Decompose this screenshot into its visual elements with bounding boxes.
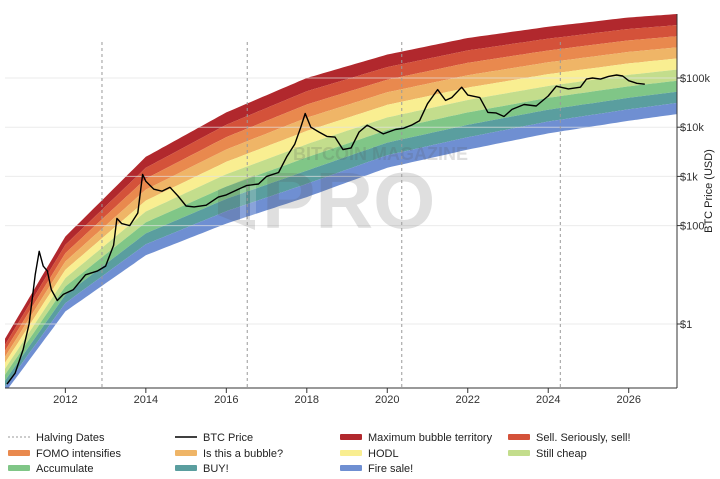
legend-item-is-this-a-bubble[interactable]: Is this a bubble? — [175, 448, 283, 460]
legend-label: FOMO intensifies — [36, 448, 121, 460]
legend-label: BUY! — [203, 463, 229, 475]
legend-label: Sell. Seriously, sell! — [536, 432, 631, 444]
y-axis-title: BTC Price (USD) — [703, 149, 715, 233]
legend: Halving Dates BTC Price Maximum bubble ter… — [8, 432, 631, 475]
x-tick-label: 2018 — [295, 394, 319, 406]
x-tick-label: 2016 — [214, 394, 238, 406]
band-accumulate — [5, 80, 677, 381]
gridlines — [5, 77, 677, 325]
y-tick-label: $100k — [680, 73, 710, 85]
legend-swatch — [175, 465, 197, 471]
legend-swatch — [340, 434, 362, 440]
legend-swatch — [8, 465, 30, 471]
y-tick-label: $10k — [680, 122, 704, 134]
watermark-logo-icon — [218, 175, 256, 230]
legend-label: Maximum bubble territory — [368, 432, 493, 444]
legend-item-maximum-bubble-territory[interactable]: Maximum bubble territory — [340, 432, 493, 444]
halving-lines — [101, 42, 561, 388]
legend-swatch — [340, 465, 362, 471]
y-tick-label: $100 — [680, 221, 704, 233]
legend-swatch — [8, 450, 30, 456]
legend-swatch — [340, 450, 362, 456]
legend-label: Halving Dates — [36, 432, 105, 444]
legend-item-btc-price[interactable]: BTC Price — [175, 432, 253, 444]
legend-item-halving-dates[interactable]: Halving Dates — [8, 432, 105, 444]
band-still-cheap — [5, 69, 677, 375]
x-tick-label: 2022 — [456, 394, 480, 406]
x-tick-label: 2014 — [134, 394, 158, 406]
band-buy — [5, 91, 677, 387]
legend-label: BTC Price — [203, 432, 253, 444]
band-fomo-intensifies — [5, 36, 677, 357]
legend-item-accumulate[interactable]: Accumulate — [8, 463, 93, 475]
band-sell-seriously-sell — [5, 25, 677, 351]
y-tick-label: $1 — [680, 319, 692, 331]
x-tick-label: 2024 — [536, 394, 560, 406]
x-tick-label: 2012 — [53, 394, 77, 406]
legend-label: Accumulate — [36, 463, 93, 475]
legend-item-still-cheap[interactable]: Still cheap — [508, 448, 587, 460]
band-maximum-bubble-territory — [5, 14, 677, 345]
legend-item-buy[interactable]: BUY! — [175, 463, 229, 475]
watermark: BITCOIN MAGAZINE PRO — [218, 144, 468, 245]
legend-item-fomo-intensifies[interactable]: FOMO intensifies — [8, 448, 121, 460]
legend-label: Fire sale! — [368, 463, 413, 475]
legend-swatch — [508, 434, 530, 440]
axes: $1 $100 $1k $10k $100k 2012 2014 2016 2018 2020 20… — [5, 14, 715, 406]
x-tick-label: 2020 — [375, 394, 399, 406]
legend-label: Still cheap — [536, 448, 587, 460]
legend-swatch — [508, 450, 530, 456]
legend-item-fire-sale[interactable]: Fire sale! — [340, 463, 413, 475]
x-tick-label: 2026 — [616, 394, 640, 406]
watermark-line1: BITCOIN MAGAZINE — [293, 144, 468, 164]
legend-item-sell-seriously-sell[interactable]: Sell. Seriously, sell! — [508, 432, 631, 444]
legend-label: HODL — [368, 448, 399, 460]
btc-price-line — [6, 74, 645, 385]
y-tick-label: $1k — [680, 171, 698, 183]
band-hodl — [5, 58, 677, 369]
watermark-line2: PRO — [262, 156, 435, 245]
btc-price-series — [6, 74, 645, 385]
legend-swatch — [175, 450, 197, 456]
legend-label: Is this a bubble? — [203, 448, 283, 460]
legend-item-hodl[interactable]: HODL — [340, 448, 399, 460]
